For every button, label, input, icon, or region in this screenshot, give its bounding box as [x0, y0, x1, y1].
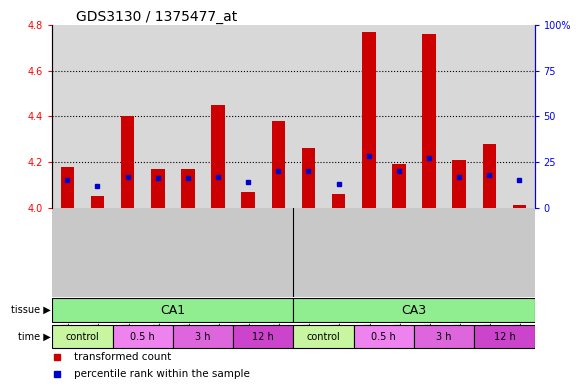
Bar: [354, 324, 414, 348]
Text: CA1: CA1: [160, 304, 185, 317]
Text: CA3: CA3: [401, 304, 426, 317]
Text: 12 h: 12 h: [252, 331, 274, 341]
Bar: [362, 32, 375, 208]
Bar: [271, 121, 285, 208]
Bar: [422, 34, 436, 208]
Bar: [512, 205, 526, 208]
Bar: [151, 169, 164, 208]
Text: GDS3130 / 1375477_at: GDS3130 / 1375477_at: [77, 10, 238, 24]
Bar: [483, 144, 496, 208]
Bar: [52, 324, 113, 348]
Bar: [173, 324, 233, 348]
Text: time ▶: time ▶: [18, 331, 51, 341]
Bar: [181, 169, 195, 208]
Text: 0.5 h: 0.5 h: [130, 331, 155, 341]
Text: tissue ▶: tissue ▶: [11, 305, 51, 315]
Bar: [293, 324, 354, 348]
Bar: [233, 324, 293, 348]
Bar: [113, 324, 173, 348]
Text: percentile rank within the sample: percentile rank within the sample: [74, 369, 250, 379]
Bar: [293, 298, 535, 322]
Bar: [242, 192, 255, 208]
Text: transformed count: transformed count: [74, 353, 171, 362]
Bar: [52, 298, 293, 322]
Bar: [302, 148, 315, 208]
Text: 0.5 h: 0.5 h: [371, 331, 396, 341]
Bar: [211, 105, 225, 208]
Bar: [121, 116, 134, 208]
Bar: [414, 324, 474, 348]
Bar: [453, 160, 466, 208]
Text: 12 h: 12 h: [493, 331, 515, 341]
Text: control: control: [66, 331, 99, 341]
Bar: [60, 167, 74, 208]
Text: 3 h: 3 h: [436, 331, 452, 341]
Bar: [332, 194, 345, 208]
Bar: [392, 164, 406, 208]
Text: 3 h: 3 h: [195, 331, 211, 341]
Bar: [474, 324, 535, 348]
Bar: [91, 196, 104, 208]
Text: control: control: [307, 331, 340, 341]
